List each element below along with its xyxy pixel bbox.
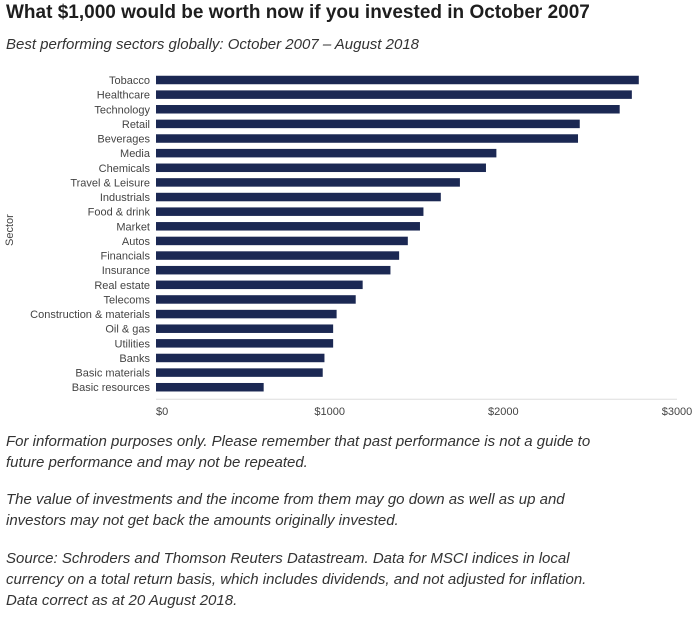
bar [156,192,441,202]
x-tick-label: $3000 [662,406,693,418]
category-label: Real estate [94,280,150,292]
bar [156,295,356,304]
category-label: Insurance [102,265,150,277]
bar [156,178,460,187]
category-label: Utilities [115,338,151,350]
risk-note: The value of investments and the income … [6,491,565,529]
category-label: Construction & materials [30,309,150,321]
bar [156,119,580,129]
category-label: Tobacco [109,75,150,87]
x-tick-label: $2000 [488,406,519,418]
category-label: Basic materials [75,368,150,380]
bar [156,163,486,173]
bar [156,309,337,319]
bar [156,222,420,231]
chart-subtitle: Best performing sectors globally: Octobe… [6,36,420,53]
bar [156,353,325,363]
bar [156,148,497,158]
category-label: Financials [100,251,150,263]
bar [156,339,334,348]
chart-title: What $1,000 would be worth now if you in… [6,2,590,23]
category-label: Retail [122,119,150,131]
category-label: Beverages [97,134,150,146]
bar [156,105,620,114]
category-label: Banks [119,353,150,365]
x-tick-label: $0 [156,406,168,418]
bar [156,368,323,377]
category-label: Technology [94,104,150,116]
category-label: Oil & gas [105,324,150,336]
category-label: Food & drink [88,207,151,219]
bar [156,75,639,85]
bar [156,134,579,143]
x-tick-label: $1000 [314,406,345,418]
bar [156,90,632,99]
disclaimer-note: For information purposes only. Please re… [6,433,591,471]
category-label: Healthcare [97,90,150,102]
bar [156,251,400,260]
bar [156,324,334,333]
category-label: Basic resources [72,382,151,394]
category-label: Industrials [100,192,151,204]
category-label: Market [116,221,150,233]
category-label: Chemicals [99,163,151,175]
bar [156,265,391,275]
category-label: Autos [122,236,151,248]
category-label: Telecoms [104,294,151,306]
bar [156,382,264,392]
bar [156,280,363,290]
category-label: Travel & Leisure [70,177,150,189]
bar [156,236,408,246]
bar [156,207,424,216]
source-note: Source: Schroders and Thomson Reuters Da… [6,550,587,609]
bar-chart: Tobacco Healthcare Technology Retail Beverag… [30,75,693,418]
category-label: Media [120,148,151,160]
